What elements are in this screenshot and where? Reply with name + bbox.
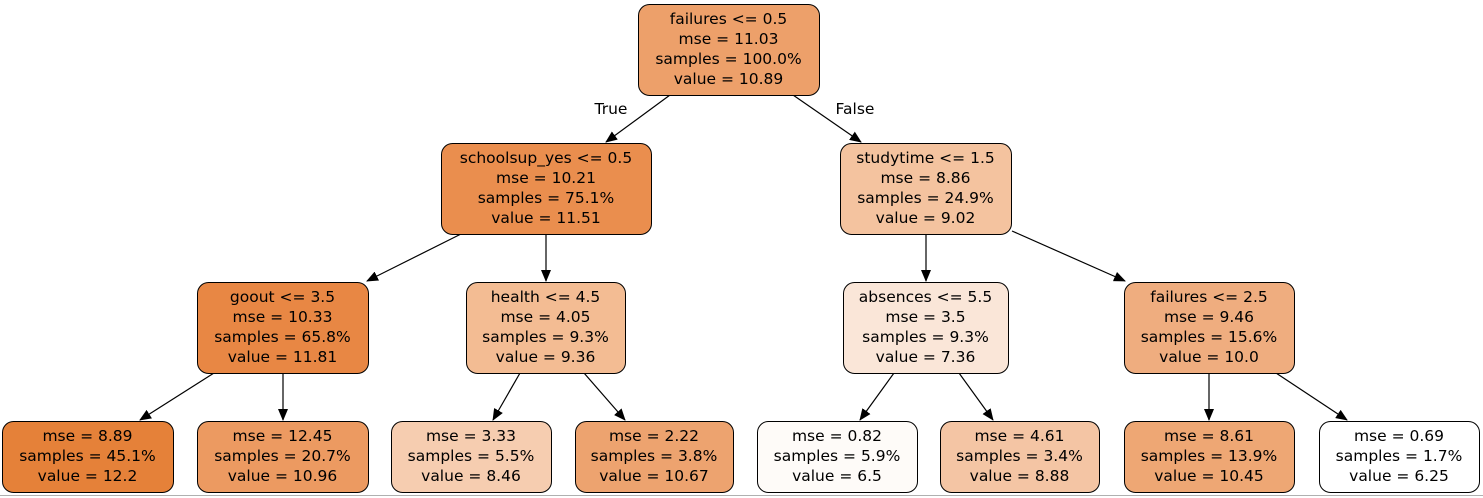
node-value-label: value = 12.2 (38, 467, 138, 485)
node-mse-label: mse = 0.82 (792, 427, 882, 445)
node-value-label: value = 10.45 (1154, 467, 1264, 485)
node-mse-label: mse = 8.86 (880, 169, 970, 187)
node-split-rule: failures <= 2.5 (1150, 288, 1268, 306)
tree-node-n9: mse = 3.33 samples = 5.5% value = 8.46 (391, 421, 552, 493)
node-samples-label: samples = 1.7% (1336, 447, 1463, 465)
node-value-label: value = 10.89 (674, 70, 784, 88)
node-box (391, 421, 552, 493)
tree-node-n10: mse = 2.22 samples = 3.8% value = 10.67 (575, 421, 734, 493)
tree-node-n11: mse = 0.82 samples = 5.9% value = 6.5 (757, 421, 918, 493)
tree-node-n7: mse = 8.89 samples = 45.1% value = 12.2 (2, 421, 174, 493)
node-box (638, 4, 820, 96)
node-samples-label: samples = 75.1% (478, 189, 615, 207)
node-value-label: value = 11.51 (491, 209, 601, 227)
node-split-rule: failures <= 0.5 (670, 10, 788, 28)
node-mse-label: mse = 4.05 (500, 308, 590, 326)
node-value-label: value = 10.0 (1159, 348, 1259, 366)
node-mse-label: mse = 3.5 (885, 308, 965, 326)
node-samples-label: samples = 15.6% (1141, 328, 1278, 346)
node-samples-label: samples = 3.8% (591, 447, 718, 465)
tree-node-n0: failures <= 0.5 mse = 11.03 samples = 100.… (638, 4, 820, 96)
node-mse-label: mse = 12.45 (233, 427, 333, 445)
node-mse-label: mse = 11.03 (679, 30, 779, 48)
tree-node-n2: studytime <= 1.5 mse = 8.86 samples = 24.9… (840, 143, 1012, 235)
node-box (575, 421, 734, 493)
node-split-rule: goout <= 3.5 (230, 288, 335, 306)
node-value-label: value = 8.88 (970, 467, 1070, 485)
node-samples-label: samples = 65.8% (214, 328, 351, 346)
edge-n5-n12 (958, 372, 994, 421)
tree-node-n12: mse = 4.61 samples = 3.4% value = 8.88 (940, 421, 1100, 493)
node-samples-label: samples = 100.0% (655, 50, 801, 68)
node-mse-label: mse = 10.33 (233, 308, 333, 326)
edge-n4-n9 (492, 372, 521, 421)
node-box (441, 143, 652, 235)
node-box (840, 143, 1012, 235)
edge-n3-n7 (139, 372, 215, 421)
node-value-label: value = 6.25 (1349, 467, 1449, 485)
edge-n6-n14 (1275, 372, 1348, 421)
edge-label-true: True (594, 100, 628, 118)
node-mse-label: mse = 8.61 (1164, 427, 1254, 445)
node-split-rule: absences <= 5.5 (859, 288, 992, 306)
node-split-rule: studytime <= 1.5 (856, 149, 995, 167)
node-box (197, 282, 369, 374)
tree-node-n6: failures <= 2.5 mse = 9.46 samples = 15.6%… (1124, 282, 1295, 374)
node-box (1319, 421, 1480, 493)
node-value-label: value = 10.96 (228, 467, 338, 485)
tree-node-n4: health <= 4.5 mse = 4.05 samples = 9.3% val… (466, 282, 626, 374)
node-box (197, 421, 369, 493)
node-split-rule: schoolsup_yes <= 0.5 (460, 149, 632, 168)
node-split-rule: health <= 4.5 (491, 288, 601, 306)
node-mse-label: mse = 4.61 (974, 427, 1064, 445)
tree-node-n5: absences <= 5.5 mse = 3.5 samples = 9.3% va… (843, 282, 1009, 374)
node-box (466, 282, 626, 374)
edges-layer: True False (139, 94, 1348, 421)
edge-n2-n6 (1011, 230, 1126, 282)
node-samples-label: samples = 45.1% (19, 447, 156, 465)
tree-node-n13: mse = 8.61 samples = 13.9% value = 10.45 (1124, 421, 1295, 493)
node-samples-label: samples = 3.4% (956, 447, 1083, 465)
node-samples-label: samples = 9.3% (862, 328, 989, 346)
node-mse-label: mse = 8.89 (42, 427, 132, 445)
edge-n1-n3 (366, 233, 462, 282)
tree-node-n3: goout <= 3.5 mse = 10.33 samples = 65.8% va… (197, 282, 369, 374)
node-value-label: value = 7.36 (876, 348, 976, 366)
node-box (757, 421, 918, 493)
node-box (843, 282, 1009, 374)
node-value-label: value = 10.67 (599, 467, 709, 485)
node-samples-label: samples = 20.7% (214, 447, 351, 465)
edge-n0-n2 (792, 94, 862, 143)
node-samples-label: samples = 24.9% (857, 189, 994, 207)
node-samples-label: samples = 5.5% (408, 447, 535, 465)
nodes-layer: failures <= 0.5 mse = 11.03 samples = 100.… (2, 4, 1480, 493)
node-value-label: value = 11.81 (228, 348, 338, 366)
node-samples-label: samples = 13.9% (1141, 447, 1278, 465)
edge-n5-n11 (859, 372, 895, 421)
node-mse-label: mse = 0.69 (1354, 427, 1444, 445)
node-value-label: value = 9.02 (876, 209, 976, 227)
tree-node-n8: mse = 12.45 samples = 20.7% value = 10.96 (197, 421, 369, 493)
edge-n4-n10 (583, 372, 626, 421)
node-mse-label: mse = 2.22 (609, 427, 699, 445)
node-value-label: value = 8.46 (421, 467, 521, 485)
node-value-label: value = 9.36 (496, 348, 596, 366)
node-box (940, 421, 1100, 493)
node-mse-label: mse = 10.21 (496, 169, 596, 187)
node-box (2, 421, 174, 493)
node-samples-label: samples = 5.9% (774, 447, 901, 465)
node-box (1124, 421, 1295, 493)
node-value-label: value = 6.5 (792, 467, 882, 485)
node-samples-label: samples = 9.3% (482, 328, 609, 346)
node-box (1124, 282, 1295, 374)
edge-n0-n1 (605, 94, 671, 143)
node-mse-label: mse = 9.46 (1164, 308, 1254, 326)
node-mse-label: mse = 3.33 (426, 427, 516, 445)
tree-node-n14: mse = 0.69 samples = 1.7% value = 6.25 (1319, 421, 1480, 493)
edge-label-false: False (836, 100, 875, 118)
